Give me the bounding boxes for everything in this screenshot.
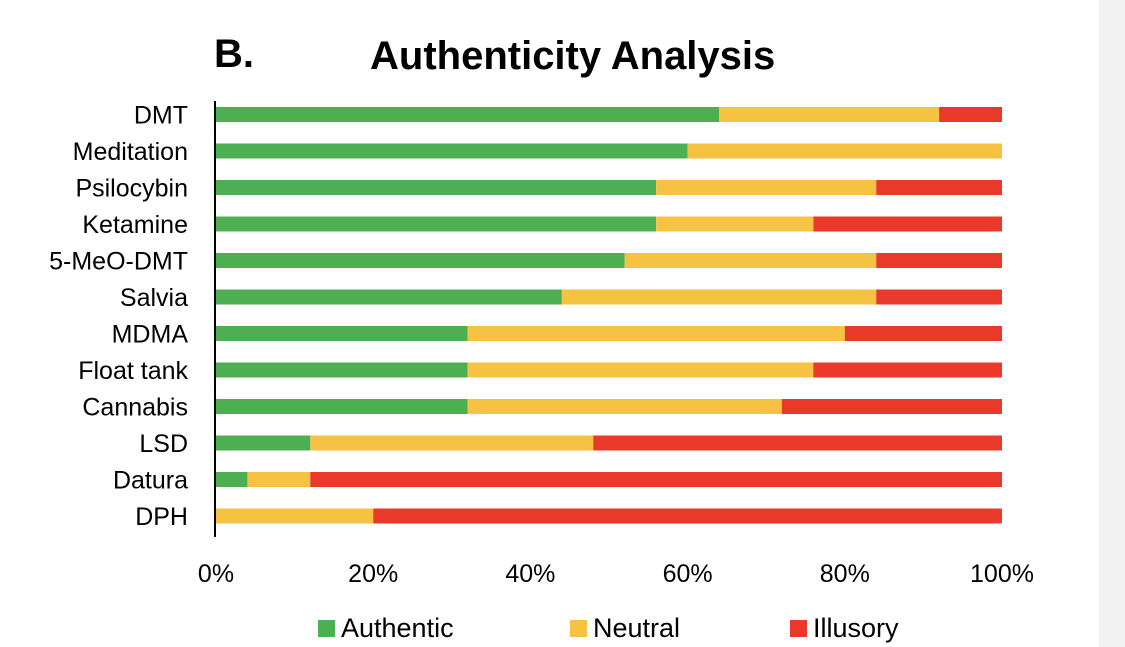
bar-float-tank-neutral	[467, 362, 814, 378]
bar-psilocybin-neutral	[656, 180, 877, 195]
bar-mdma-neutral	[467, 326, 845, 341]
category-label-meditation: Meditation	[73, 138, 188, 166]
bar-salvia-neutral	[561, 289, 877, 305]
bar-dmt-illusory	[939, 107, 1002, 122]
category-label-5-meo-dmt: 5-MeO-DMT	[49, 248, 188, 276]
legend-label-authentic: Authentic	[341, 613, 454, 643]
bar-5-meo-dmt-neutral	[624, 253, 877, 268]
legend-item-authentic: Authentic	[318, 611, 454, 645]
legend: Authentic Neutral Illusory	[0, 611, 1125, 647]
bar-salvia-authentic	[216, 289, 562, 305]
bar-datura-authentic	[216, 472, 248, 487]
legend-label-illusory: Illusory	[813, 613, 899, 643]
x-tick-label-0: 0%	[198, 560, 234, 588]
category-label-psilocybin: Psilocybin	[75, 175, 188, 203]
x-tick-label-2: 40%	[505, 560, 555, 588]
category-label-float-tank: Float tank	[78, 357, 188, 385]
category-label-lsd: LSD	[139, 430, 188, 458]
bar-dph-neutral	[216, 508, 374, 524]
legend-item-illusory: Illusory	[790, 611, 899, 645]
bar-float-tank-illusory	[813, 362, 1002, 378]
category-label-dmt: DMT	[134, 102, 188, 130]
category-label-salvia: Salvia	[120, 284, 188, 312]
bar-ketamine-authentic	[216, 216, 657, 232]
x-tick-label-3: 60%	[663, 560, 713, 588]
bar-cannabis-illusory	[781, 399, 1002, 414]
panel-label: B.	[214, 32, 254, 76]
category-label-ketamine: Ketamine	[82, 211, 188, 239]
bar-5-meo-dmt-illusory	[876, 253, 1002, 268]
bar-dmt-authentic	[216, 107, 720, 122]
legend-item-neutral: Neutral	[570, 611, 680, 645]
bar-psilocybin-illusory	[876, 180, 1002, 195]
legend-swatch-neutral	[570, 619, 587, 637]
bar-dph-illusory	[373, 508, 1002, 524]
bar-lsd-illusory	[593, 435, 1002, 451]
category-label-dph: DPH	[135, 503, 188, 531]
bar-cannabis-neutral	[467, 399, 782, 414]
bar-ketamine-illusory	[813, 216, 1002, 232]
category-label-mdma: MDMA	[112, 321, 189, 349]
bar-meditation-neutral	[687, 143, 1002, 159]
legend-swatch-illusory	[790, 619, 807, 637]
scroll-gutter	[1099, 0, 1125, 647]
bar-datura-neutral	[247, 472, 311, 487]
bar-psilocybin-authentic	[216, 180, 657, 195]
bar-mdma-authentic	[216, 326, 468, 341]
x-tick-label-5: 100%	[970, 560, 1034, 588]
bar-salvia-illusory	[876, 289, 1002, 305]
bar-ketamine-neutral	[656, 216, 814, 232]
chart-title: Authenticity Analysis	[370, 34, 776, 78]
legend-label-neutral: Neutral	[593, 613, 681, 643]
bar-cannabis-authentic	[216, 399, 468, 414]
bar-lsd-authentic	[216, 435, 311, 451]
bar-datura-illusory	[310, 472, 1002, 487]
legend-swatch-authentic	[318, 619, 335, 637]
bar-meditation-authentic	[216, 143, 688, 159]
bar-dmt-neutral	[719, 107, 940, 122]
category-label-datura: Datura	[113, 467, 188, 495]
category-label-cannabis: Cannabis	[82, 394, 188, 422]
x-tick-label-4: 80%	[820, 560, 870, 588]
x-tick-label-1: 20%	[348, 560, 398, 588]
bar-mdma-illusory	[844, 326, 1002, 341]
bar-lsd-neutral	[310, 435, 594, 451]
bar-5-meo-dmt-authentic	[216, 253, 625, 268]
bar-float-tank-authentic	[216, 362, 468, 378]
